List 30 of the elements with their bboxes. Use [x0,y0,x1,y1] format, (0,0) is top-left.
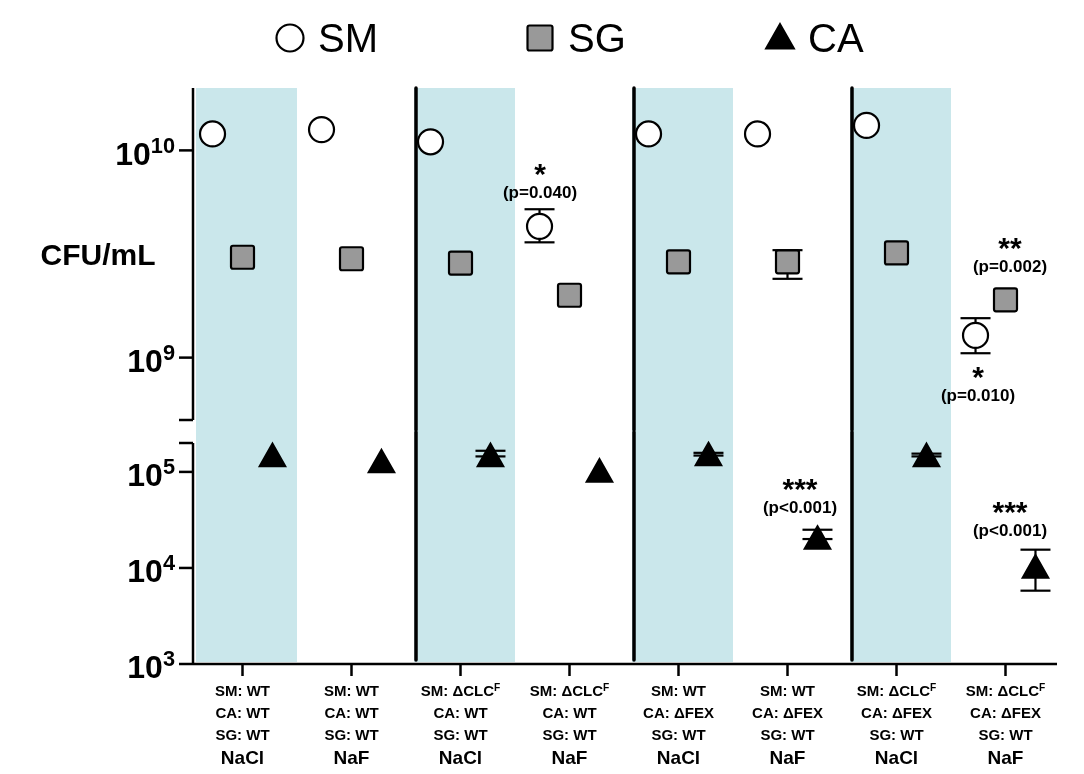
y-tick-label: 10$^{9}$ [127,339,175,380]
y-axis-title: CFU/mL [40,237,156,271]
point [912,442,941,468]
annotation: * (p=0.010) [940,360,1016,405]
point [803,525,832,550]
legend-label: CA [808,16,864,61]
annotation: *** (p<0.001) [972,495,1048,540]
legend-label: SM [318,16,378,61]
point [258,442,287,468]
x-tick-label: SM: ΔCLC$^{F}$ CA: ΔFEX SG: WT NaCl [856,681,937,768]
point [694,441,723,467]
category-label: SM: ΔCLC$^{F}$ CA: WT SG: WT NaF [529,681,610,768]
point [476,442,505,468]
point [1021,554,1050,579]
y-tick-label: 10$^{5}$ [127,453,175,494]
y-tick-label: 10$^{4}$ [127,549,175,590]
y-tick-label: 10$^{3}$ [127,645,175,686]
y-tick-label: 10$^{10}$ [115,132,175,172]
x-tick-label: SM: ΔCLC$^{F}$ CA: ΔFEX SG: WT NaF [965,681,1046,768]
x-tick-label: SM: WT CA: ΔFEX SG: WT NaF [752,682,823,768]
category-label: SM: ΔCLC$^{F}$ CA: WT SG: WT NaCl [420,681,501,768]
x-tick-label: SM: WT CA: WT SG: WT NaF [324,682,379,768]
annotation: *** (p<0.001) [762,472,838,517]
point [585,458,614,483]
x-tick-label: SM: WT CA: WT SG: WT NaCl [215,682,270,768]
annotation: ** (p=0.002) [972,231,1048,276]
point [367,448,396,474]
legend-label: SG [568,16,626,61]
annotation: * (p=0.040) [502,157,578,202]
x-tick-label: SM: WT CA: ΔFEX SG: WT NaCl [643,682,714,768]
